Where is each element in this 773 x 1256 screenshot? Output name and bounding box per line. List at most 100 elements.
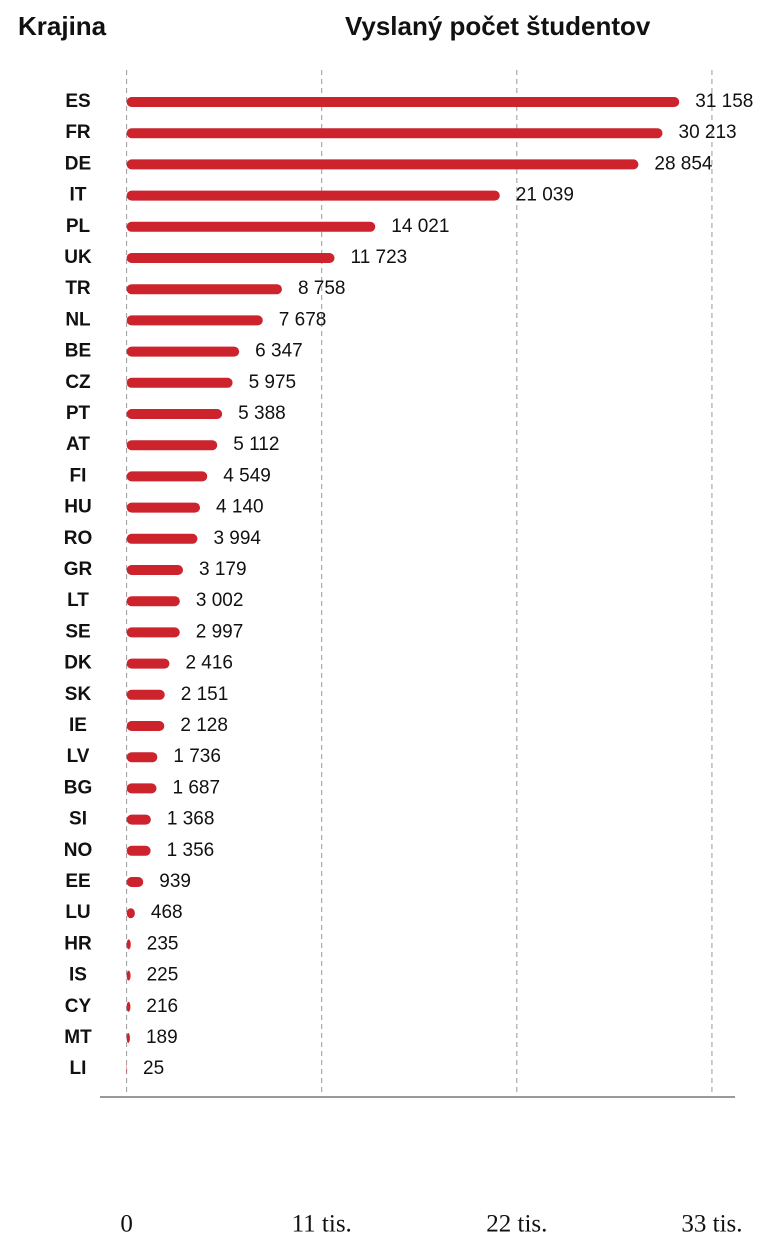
bar <box>126 689 165 700</box>
value-label: 14 021 <box>391 216 449 237</box>
category-label: UK <box>64 247 92 268</box>
bar <box>126 1033 130 1043</box>
value-label: 5 388 <box>238 403 286 424</box>
category-label: BE <box>65 341 91 362</box>
bar <box>126 596 180 607</box>
category-label: PT <box>66 403 91 424</box>
bar <box>126 253 335 263</box>
bar <box>126 814 151 825</box>
value-label: 3 179 <box>199 559 247 580</box>
value-label: 3 994 <box>213 528 261 549</box>
value-label: 5 112 <box>233 434 279 455</box>
category-label: ES <box>65 91 90 112</box>
bar <box>126 627 180 638</box>
value-label: 25 <box>143 1058 164 1079</box>
x-tick-label: 11 tis. <box>292 1211 352 1238</box>
bar <box>126 721 165 731</box>
category-label: DK <box>64 653 92 674</box>
bar <box>126 284 282 295</box>
category-label: DE <box>65 153 91 174</box>
category-label: FR <box>65 122 91 143</box>
category-label: EE <box>65 871 90 892</box>
bar <box>126 533 198 544</box>
category-label: AT <box>66 434 90 455</box>
category-label: CZ <box>65 372 91 393</box>
bar <box>126 159 639 170</box>
bar <box>126 128 663 139</box>
category-label: HR <box>64 933 92 954</box>
value-label: 4 140 <box>216 497 264 518</box>
bar <box>126 346 240 357</box>
value-label: 8 758 <box>298 278 346 299</box>
category-label: LI <box>70 1058 87 1079</box>
value-label: 2 416 <box>185 653 233 674</box>
category-label: SE <box>65 621 90 642</box>
value-label: 28 854 <box>654 153 713 174</box>
category-label: LT <box>67 590 89 611</box>
category-label: LV <box>67 746 90 767</box>
category-label: FI <box>70 465 87 486</box>
bar <box>126 845 151 856</box>
value-label: 30 213 <box>679 122 737 143</box>
bar <box>126 908 135 919</box>
bar <box>126 440 218 451</box>
value-label: 6 347 <box>255 341 303 362</box>
bar <box>126 409 223 419</box>
value-header: Vyslaný počet študentov <box>345 11 651 41</box>
category-label: NO <box>64 840 93 861</box>
category-label: HU <box>64 497 91 518</box>
category-label: NL <box>65 309 91 330</box>
value-label: 216 <box>146 996 178 1017</box>
value-label: 2 151 <box>181 684 229 705</box>
value-label: 468 <box>151 902 183 923</box>
value-label: 2 128 <box>180 715 228 736</box>
category-header: Krajina <box>18 11 107 41</box>
category-label: BG <box>64 777 93 798</box>
value-label: 225 <box>147 965 179 986</box>
bar <box>126 752 158 763</box>
value-label: 1 687 <box>173 777 221 798</box>
bar <box>126 502 201 513</box>
bar <box>126 970 131 981</box>
value-label: 189 <box>146 1027 178 1048</box>
x-tick-label: 0 <box>120 1211 133 1238</box>
value-label: 31 158 <box>695 91 753 112</box>
category-label: IS <box>69 965 87 986</box>
bar <box>126 471 208 482</box>
value-label: 7 678 <box>279 309 327 330</box>
category-label: TR <box>65 278 91 299</box>
category-label: MT <box>64 1027 92 1048</box>
category-label: GR <box>64 559 93 580</box>
category-label: PL <box>66 216 91 237</box>
category-label: IT <box>70 185 87 206</box>
value-label: 3 002 <box>196 590 244 611</box>
value-label: 11 723 <box>351 247 408 268</box>
bar <box>126 939 131 950</box>
x-tick-label: 22 tis. <box>486 1211 547 1238</box>
value-label: 2 997 <box>196 621 244 642</box>
bar <box>126 190 500 201</box>
value-label: 1 368 <box>167 809 215 830</box>
bar <box>126 877 144 887</box>
bar <box>126 221 376 232</box>
bar <box>126 315 263 326</box>
value-label: 21 039 <box>516 185 574 206</box>
value-label: 235 <box>147 933 179 954</box>
category-label: SK <box>65 684 92 705</box>
value-label: 939 <box>159 871 191 892</box>
value-label: 4 549 <box>223 465 271 486</box>
bar <box>126 783 157 794</box>
bar <box>126 658 170 669</box>
bar <box>126 377 233 388</box>
bar <box>126 565 183 575</box>
category-label: LU <box>65 902 90 923</box>
bar <box>126 1001 131 1012</box>
value-label: 1 356 <box>167 840 215 861</box>
value-label: 5 975 <box>249 372 297 393</box>
value-label: 1 736 <box>173 746 221 767</box>
bar <box>126 97 680 107</box>
category-label: IE <box>69 715 87 736</box>
category-label: CY <box>65 996 92 1017</box>
category-label: RO <box>64 528 93 549</box>
